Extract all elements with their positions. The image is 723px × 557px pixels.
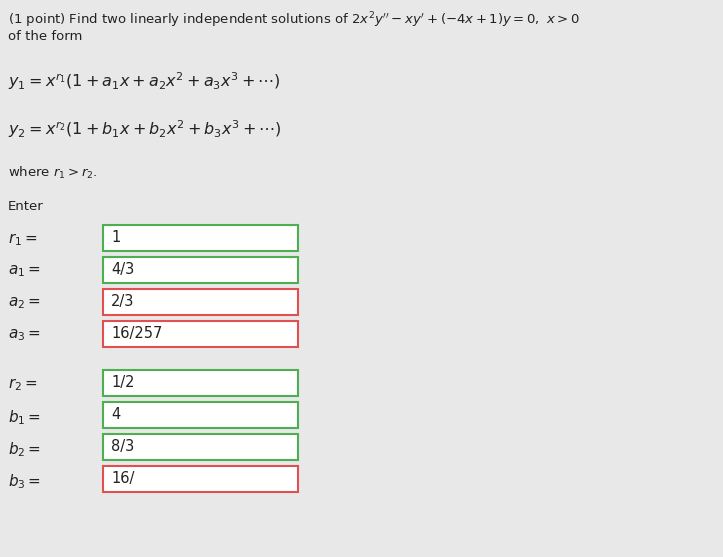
FancyBboxPatch shape [103, 225, 298, 251]
Text: 16/: 16/ [111, 471, 134, 486]
Text: of the form: of the form [8, 30, 82, 43]
Text: Enter: Enter [8, 200, 44, 213]
Text: 16/257: 16/257 [111, 326, 163, 341]
FancyBboxPatch shape [103, 466, 298, 492]
Text: $a_2 = $: $a_2 = $ [8, 295, 40, 311]
Text: 4: 4 [111, 407, 120, 422]
Text: $a_3 = $: $a_3 = $ [8, 327, 40, 343]
Text: (1 point) Find two linearly independent solutions of $2x^2y'' - xy' + (-4x+1)y =: (1 point) Find two linearly independent … [8, 10, 580, 30]
Text: 8/3: 8/3 [111, 439, 134, 454]
Text: $b_2 = $: $b_2 = $ [8, 440, 41, 459]
Text: 4/3: 4/3 [111, 262, 134, 277]
FancyBboxPatch shape [103, 257, 298, 283]
FancyBboxPatch shape [103, 434, 298, 460]
Text: 1: 1 [111, 230, 120, 245]
Text: $b_1 = $: $b_1 = $ [8, 408, 41, 427]
Text: 2/3: 2/3 [111, 294, 134, 309]
Text: where $r_1 > r_2$.: where $r_1 > r_2$. [8, 165, 98, 181]
FancyBboxPatch shape [103, 289, 298, 315]
Text: $r_2 = $: $r_2 = $ [8, 376, 38, 393]
Text: $r_1 = $: $r_1 = $ [8, 231, 38, 248]
Text: 1/2: 1/2 [111, 375, 134, 390]
FancyBboxPatch shape [103, 321, 298, 347]
Text: $y_2 = x^{r_2}(1 + b_1 x + b_2 x^2 + b_3 x^3 + \cdots)$: $y_2 = x^{r_2}(1 + b_1 x + b_2 x^2 + b_3… [8, 118, 282, 140]
Text: $a_1 = $: $a_1 = $ [8, 263, 40, 278]
Text: $y_1 = x^{r_1}(1 + a_1 x + a_2 x^2 + a_3 x^3 + \cdots)$: $y_1 = x^{r_1}(1 + a_1 x + a_2 x^2 + a_3… [8, 70, 281, 92]
FancyBboxPatch shape [103, 402, 298, 428]
Text: $b_3 = $: $b_3 = $ [8, 472, 41, 491]
FancyBboxPatch shape [103, 370, 298, 396]
